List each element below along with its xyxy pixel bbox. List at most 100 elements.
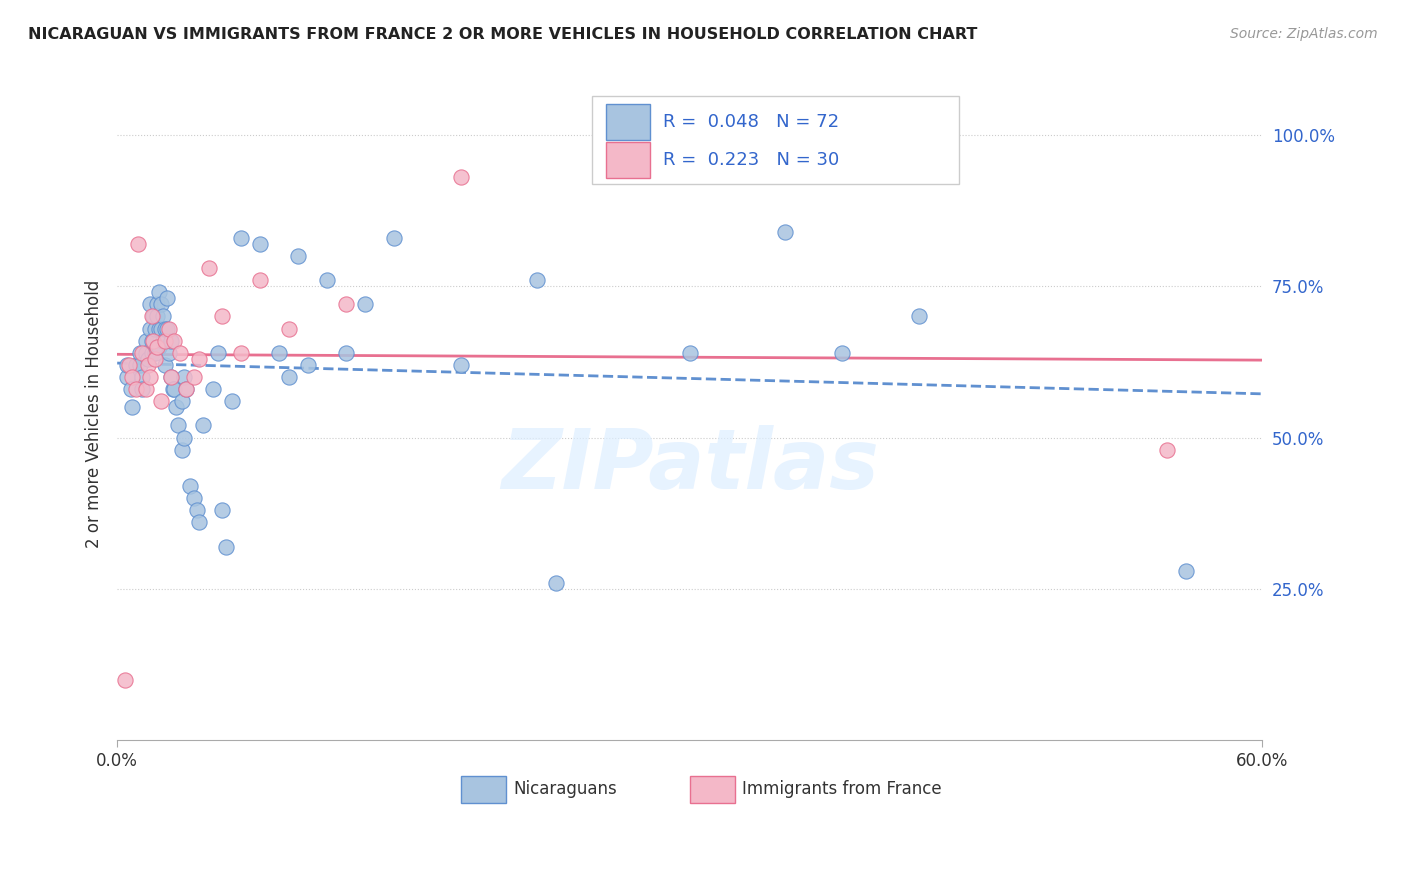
Point [249, 273, 271, 287]
Point [157, 346, 180, 360]
Point [141, 346, 163, 360]
Point [156, 291, 179, 305]
Point [450, 358, 472, 372]
Point [354, 297, 377, 311]
Point [287, 249, 309, 263]
Point [114, 673, 136, 687]
Point [201, 382, 224, 396]
Point [221, 394, 243, 409]
Point [907, 310, 929, 324]
Point [335, 346, 357, 360]
Point [316, 273, 339, 287]
Point [153, 358, 176, 372]
Point [146, 297, 169, 311]
Point [120, 382, 142, 396]
Point [526, 273, 548, 287]
Point [249, 236, 271, 251]
FancyBboxPatch shape [592, 96, 959, 185]
Point [153, 334, 176, 348]
Point [150, 321, 173, 335]
Point [197, 260, 219, 275]
Point [163, 382, 186, 396]
Point [211, 503, 233, 517]
Point [135, 334, 157, 348]
Y-axis label: 2 or more Vehicles in Household: 2 or more Vehicles in Household [86, 279, 103, 548]
Point [143, 321, 166, 335]
FancyBboxPatch shape [606, 104, 650, 140]
Point [179, 479, 201, 493]
FancyBboxPatch shape [689, 776, 735, 803]
Point [170, 442, 193, 457]
Point [125, 358, 148, 372]
Point [173, 431, 195, 445]
Point [678, 346, 700, 360]
Point [173, 370, 195, 384]
Point [163, 334, 186, 348]
Point [121, 401, 143, 415]
Point [146, 310, 169, 324]
Point [165, 401, 187, 415]
Point [131, 382, 153, 396]
Point [156, 321, 179, 335]
Point [141, 310, 163, 324]
Text: R =  0.223   N = 30: R = 0.223 N = 30 [664, 152, 839, 169]
Point [277, 370, 299, 384]
Point [159, 370, 181, 384]
Text: ZIPatlas: ZIPatlas [501, 425, 879, 506]
Point [382, 231, 405, 245]
Point [191, 418, 214, 433]
Point [1156, 442, 1178, 457]
Point [167, 418, 190, 433]
Point [269, 346, 291, 360]
FancyBboxPatch shape [461, 776, 506, 803]
Point [544, 576, 567, 591]
Point [135, 346, 157, 360]
Point [143, 346, 166, 360]
Point [297, 358, 319, 372]
Point [183, 491, 205, 505]
FancyBboxPatch shape [606, 143, 650, 178]
Point [125, 382, 148, 396]
Point [138, 321, 160, 335]
Point [129, 346, 152, 360]
Point [129, 358, 152, 372]
Point [138, 297, 160, 311]
Point [152, 334, 174, 348]
Point [143, 351, 166, 366]
Point [142, 310, 165, 324]
Point [174, 382, 197, 396]
Point [150, 394, 173, 409]
Point [207, 346, 229, 360]
Point [215, 540, 238, 554]
Point [117, 358, 139, 372]
Point [159, 370, 181, 384]
Point [174, 382, 197, 396]
Point [141, 334, 163, 348]
Point [211, 310, 233, 324]
Point [186, 503, 208, 517]
Point [188, 516, 211, 530]
Point [136, 358, 159, 372]
Point [148, 340, 170, 354]
Point [146, 340, 169, 354]
Point [131, 346, 153, 360]
Point [148, 321, 170, 335]
Point [135, 382, 157, 396]
Point [231, 231, 253, 245]
Point [152, 310, 174, 324]
Point [138, 370, 160, 384]
Point [188, 351, 211, 366]
Text: R =  0.048   N = 72: R = 0.048 N = 72 [664, 113, 839, 131]
Point [1174, 564, 1197, 578]
Point [183, 370, 205, 384]
Point [170, 394, 193, 409]
Point [142, 334, 165, 348]
Point [157, 321, 180, 335]
Point [115, 358, 138, 372]
Point [169, 346, 191, 360]
Text: Source: ZipAtlas.com: Source: ZipAtlas.com [1230, 27, 1378, 41]
Point [162, 382, 184, 396]
Point [159, 334, 181, 348]
Point [153, 321, 176, 335]
Point [335, 297, 357, 311]
